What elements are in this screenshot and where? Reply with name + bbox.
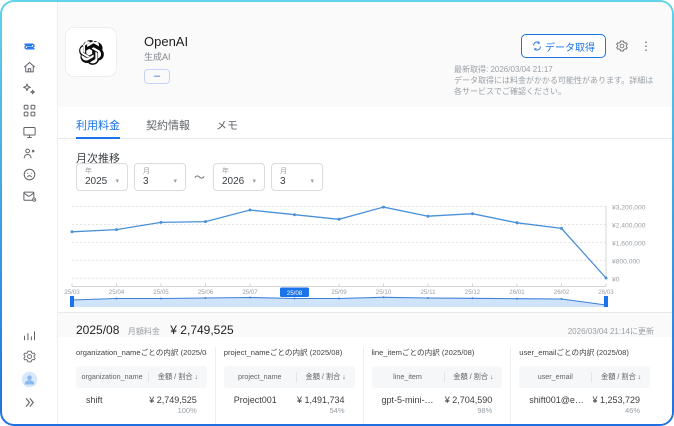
svg-text:25/05: 25/05 <box>153 289 169 296</box>
svg-text:25/04: 25/04 <box>109 289 125 296</box>
svg-text:25/09: 25/09 <box>331 289 347 296</box>
svg-text:¥3,200,000: ¥3,200,000 <box>612 205 646 212</box>
svg-text:26/01: 26/01 <box>509 289 525 296</box>
svg-text:26/03: 26/03 <box>598 289 614 296</box>
svg-text:26/02: 26/02 <box>554 289 570 296</box>
svg-text:25/12: 25/12 <box>465 289 481 296</box>
svg-text:25/06: 25/06 <box>198 289 214 296</box>
svg-text:25/11: 25/11 <box>420 289 436 296</box>
svg-text:¥0: ¥0 <box>612 276 620 283</box>
svg-text:25/08: 25/08 <box>287 290 303 297</box>
svg-text:25/03: 25/03 <box>64 289 80 296</box>
svg-text:¥2,400,000: ¥2,400,000 <box>612 223 646 230</box>
svg-text:¥1,600,000: ¥1,600,000 <box>612 240 646 247</box>
svg-text:¥800,000: ¥800,000 <box>612 258 640 265</box>
svg-text:25/07: 25/07 <box>242 289 258 296</box>
svg-text:25/10: 25/10 <box>376 289 392 296</box>
